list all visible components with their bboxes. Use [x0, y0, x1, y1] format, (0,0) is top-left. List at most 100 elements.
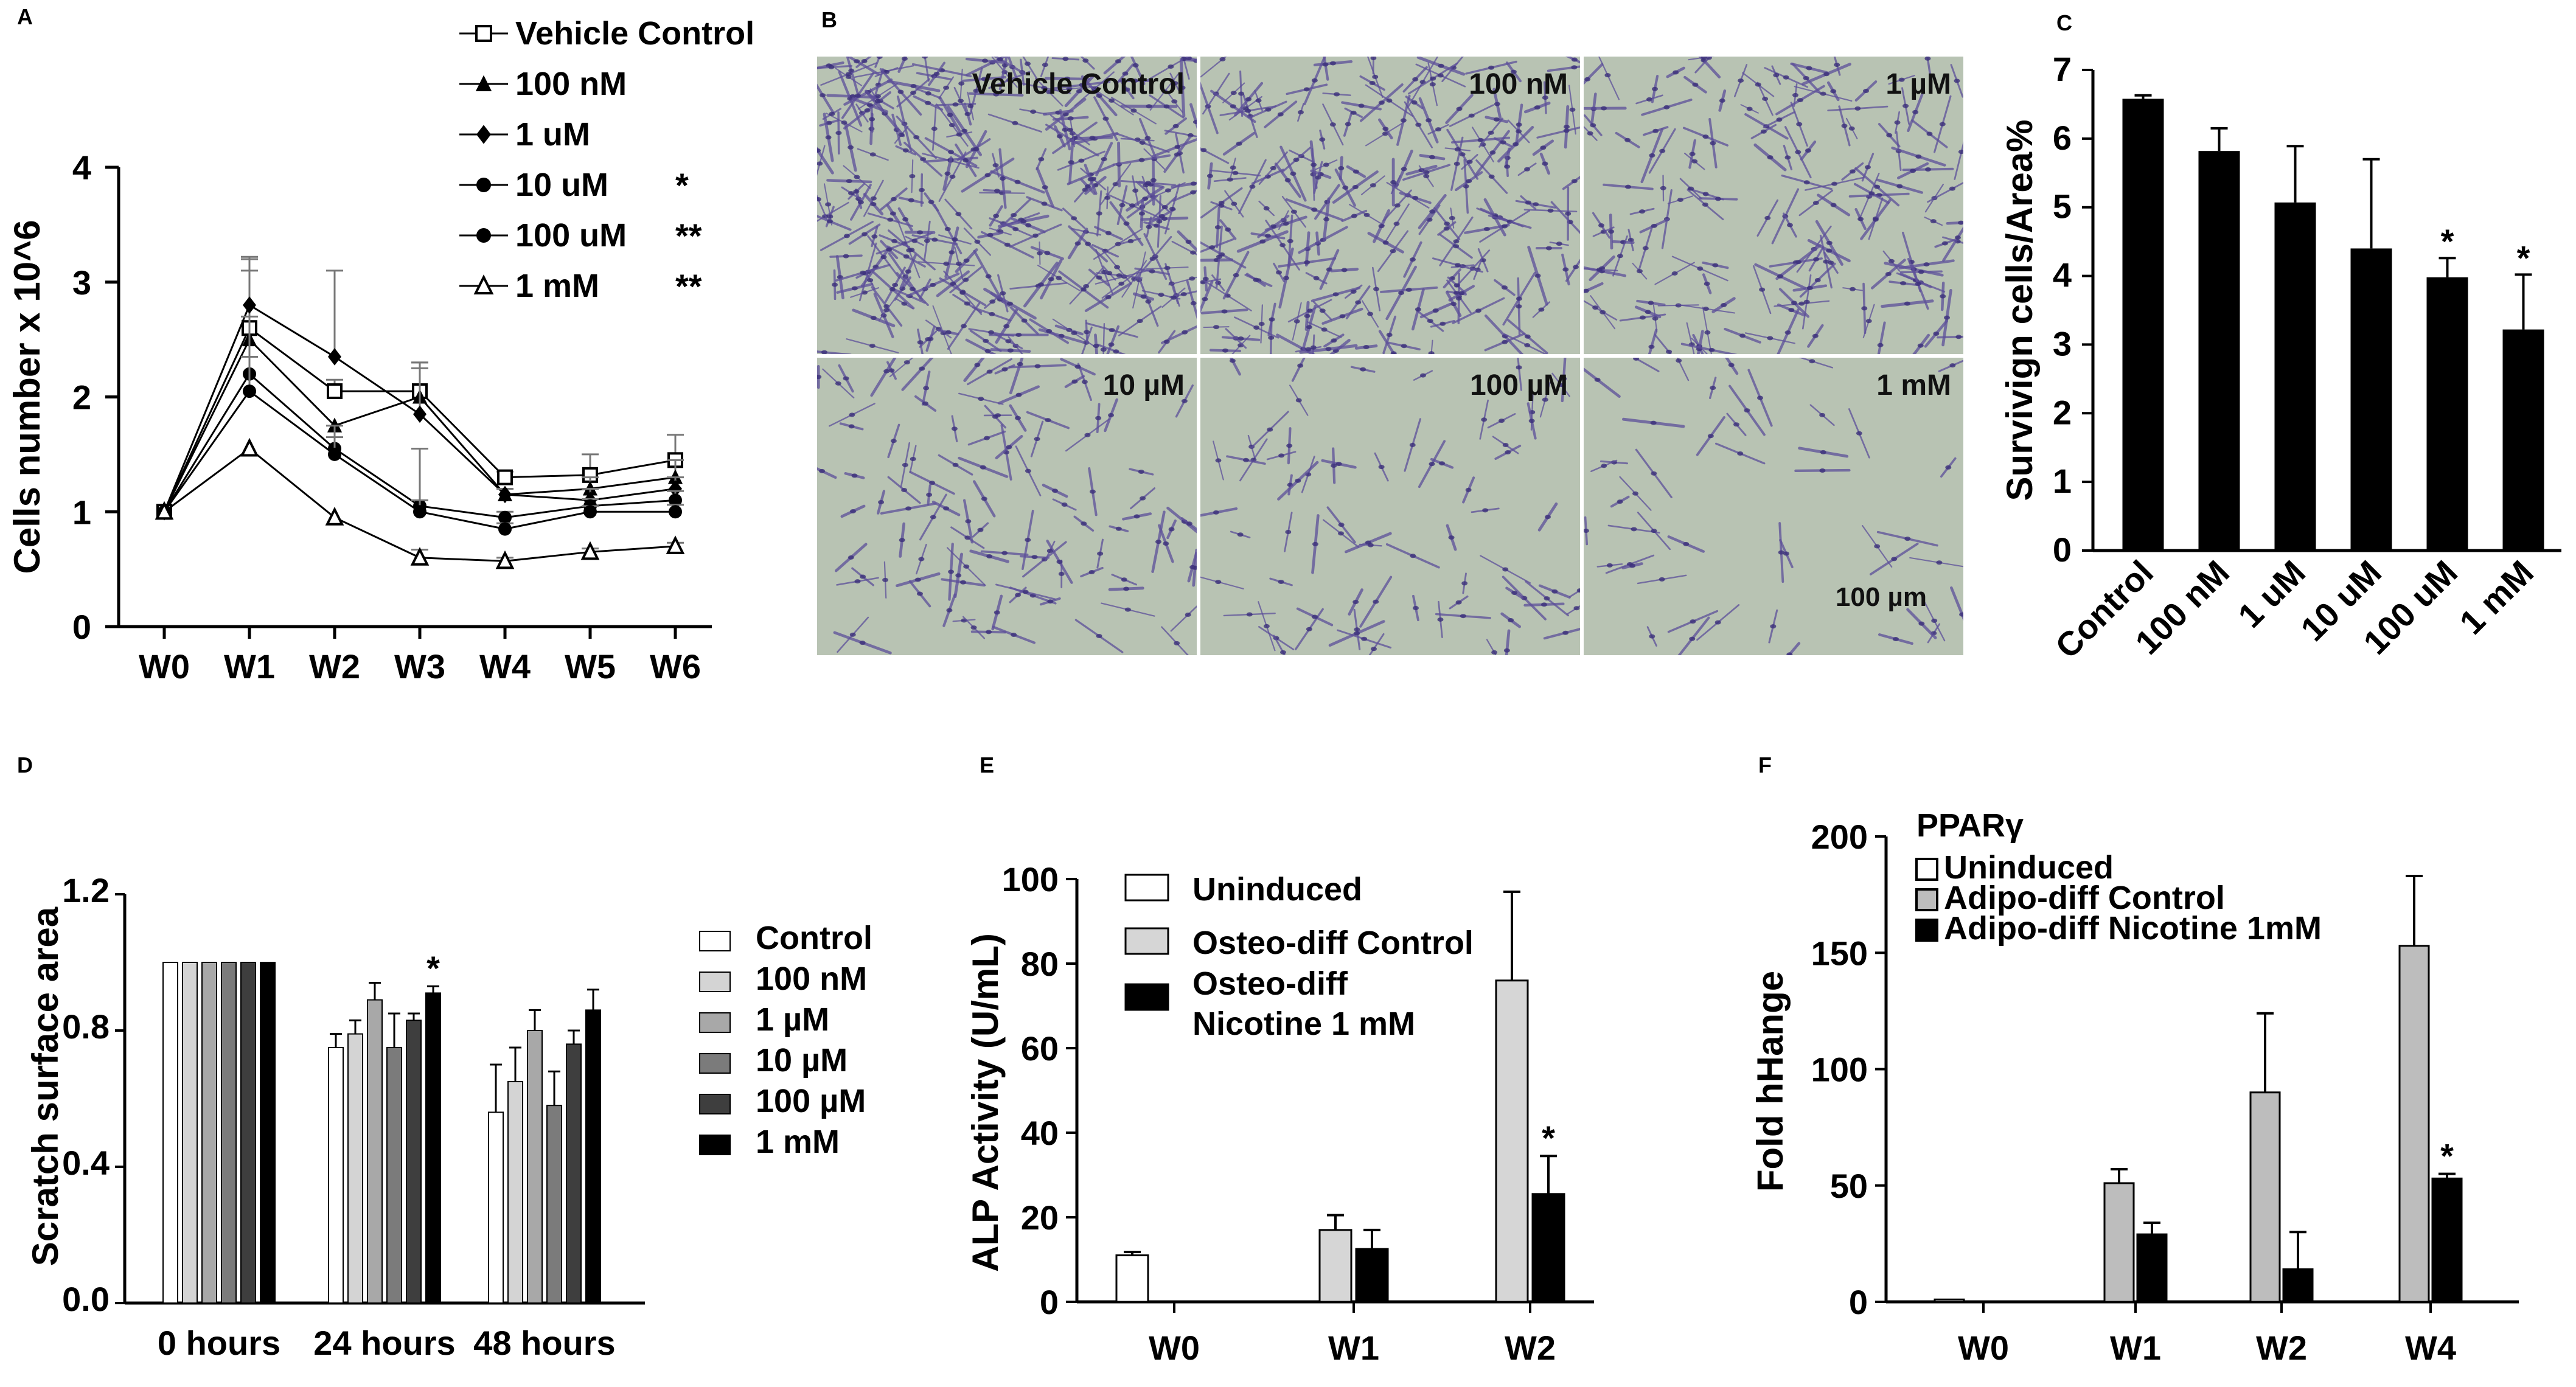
cell-nucleus	[1238, 532, 1244, 537]
cell-nucleus	[890, 212, 896, 216]
cell-stroke	[1584, 363, 1619, 397]
y-tick-label-c: 2	[2053, 393, 2072, 431]
legend-label-d: 1 mM	[756, 1124, 840, 1160]
cell-nucleus	[956, 262, 962, 266]
cell-nucleus	[854, 59, 860, 63]
cell-nucleus	[1215, 225, 1221, 229]
x-tick-label-e: W0	[1149, 1329, 1200, 1367]
cell-nucleus	[1546, 246, 1552, 250]
cell-nucleus	[1826, 241, 1833, 245]
cell-nucleus	[1321, 327, 1328, 332]
cell-nucleus	[1595, 378, 1601, 382]
cell-nucleus	[1059, 572, 1065, 576]
cell-nucleus	[1253, 277, 1259, 282]
cell-nucleus	[1651, 471, 1657, 476]
y-axis-label-e: ALP Activity (U/mL)	[965, 933, 1006, 1272]
cell-nucleus	[1164, 339, 1170, 344]
cell-nucleus	[1761, 130, 1767, 134]
cell-nucleus	[1904, 302, 1910, 306]
cell-nucleus	[1164, 266, 1171, 270]
cell-nucleus	[926, 493, 932, 497]
cell-nucleus	[943, 262, 949, 266]
cell-nucleus	[1023, 589, 1029, 594]
cell-nucleus	[1776, 117, 1782, 122]
cell-nucleus	[1926, 131, 1932, 136]
cell-nucleus	[948, 150, 954, 154]
bar-d	[489, 1112, 503, 1303]
cell-nucleus	[1865, 165, 1871, 169]
cell-nucleus	[1089, 136, 1095, 140]
cell-nucleus	[1202, 297, 1208, 301]
cell-nucleus	[1710, 141, 1716, 145]
cell-nucleus	[1458, 291, 1464, 295]
cell-nucleus	[877, 57, 883, 59]
panel-c-label: C	[2056, 10, 2072, 35]
cell-nucleus	[1454, 283, 1460, 287]
cell-nucleus	[1645, 310, 1651, 314]
cell-nucleus	[1134, 514, 1140, 518]
cell-nucleus	[1804, 300, 1810, 304]
cell-nucleus	[1243, 458, 1249, 462]
cell-nucleus	[1617, 499, 1623, 504]
cell-nucleus	[978, 397, 984, 401]
legend-label-d: 1 µM	[756, 1001, 829, 1038]
y-axis-label-a: Cells number x 10^6	[7, 220, 47, 574]
cell-nucleus	[846, 179, 852, 183]
cell-nucleus	[1601, 106, 1607, 111]
cell-nucleus	[1011, 633, 1017, 637]
cell-nucleus	[1466, 488, 1472, 492]
cell-nucleus	[1453, 239, 1459, 243]
cell-nucleus	[1885, 272, 1892, 276]
cell-nucleus	[1651, 224, 1657, 228]
cell-nucleus	[1276, 270, 1282, 274]
cell-nucleus	[1632, 492, 1638, 496]
cell-nucleus	[1823, 72, 1829, 76]
cell-nucleus	[1012, 227, 1018, 231]
cell-nucleus	[1954, 78, 1960, 83]
significance-d: *	[426, 949, 440, 987]
cell-nucleus	[1323, 162, 1329, 167]
cell-nucleus	[986, 554, 992, 558]
cell-nucleus	[1453, 244, 1459, 248]
y-tick-label-f: 50	[1830, 1167, 1868, 1205]
cell-nucleus	[982, 58, 988, 63]
cell-nucleus	[835, 381, 841, 386]
cell-nucleus	[924, 238, 930, 243]
x-tick-label-f: W0	[1958, 1329, 2009, 1367]
cell-nucleus	[1933, 332, 1939, 336]
cell-nucleus	[989, 299, 995, 304]
cell-nucleus	[860, 641, 866, 645]
cell-nucleus	[1115, 242, 1121, 246]
cell-nucleus	[827, 219, 833, 223]
cell-nucleus	[1370, 183, 1376, 187]
bar-d	[241, 962, 256, 1303]
cell-nucleus	[1285, 178, 1291, 182]
cell-nucleus	[1190, 251, 1196, 255]
cell-nucleus	[1045, 418, 1051, 422]
cell-nucleus	[1438, 74, 1444, 78]
cell-nucleus	[1245, 97, 1251, 102]
cell-nucleus	[1102, 117, 1109, 121]
cell-nucleus	[1850, 169, 1856, 173]
cell-nucleus	[1007, 302, 1013, 306]
cell-nucleus	[1171, 296, 1177, 300]
cell-nucleus	[1046, 329, 1052, 333]
cell-nucleus	[1924, 57, 1930, 61]
cell-nucleus	[1338, 523, 1345, 527]
data-point-a	[498, 471, 512, 484]
cell-nucleus	[1918, 622, 1924, 626]
cell-nucleus	[1949, 187, 1955, 191]
cell-nucleus	[1158, 293, 1164, 297]
cell-nucleus	[1826, 249, 1832, 253]
cell-nucleus	[1372, 75, 1378, 79]
legend-label-e: Osteo-diff Control	[1192, 925, 1474, 961]
cell-nucleus	[844, 234, 850, 238]
legend-swatch-f	[1916, 920, 1937, 940]
cell-nucleus	[994, 610, 1000, 614]
cell-nucleus	[956, 133, 963, 137]
cell-nucleus	[1430, 77, 1436, 81]
cell-nucleus	[1270, 166, 1276, 170]
cell-nucleus	[1382, 127, 1388, 131]
cell-nucleus	[919, 367, 925, 371]
